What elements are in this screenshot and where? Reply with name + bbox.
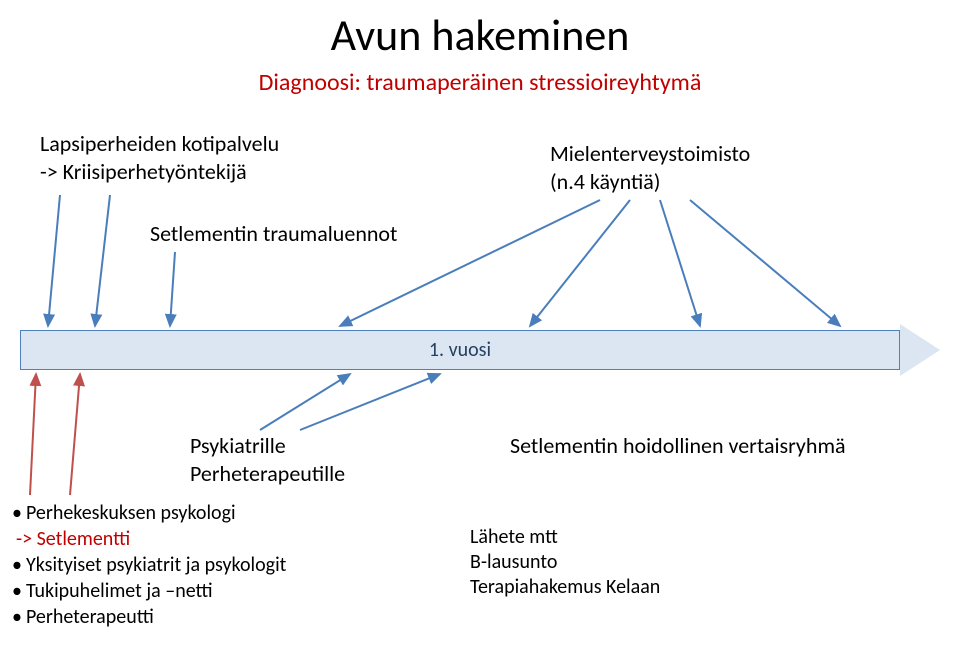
upper-right-line1: Mielenterveystoimisto	[550, 140, 750, 168]
arrow-ur-2	[530, 200, 630, 326]
slide-root: Avun hakeminen Diagnoosi: traumaperäinen…	[0, 0, 960, 654]
upper-center-text: Setlementin traumaluennot	[150, 220, 397, 247]
bullet-2: Yksityiset psykiatrit ja psykologit	[12, 552, 286, 578]
arrow-ul-1	[48, 195, 60, 326]
lr-line2: B-lausunto	[470, 550, 660, 575]
arrow-bl-1	[30, 374, 36, 495]
upper-left-block: Lapsiperheiden kotipalvelu -> Kriisiperh…	[40, 130, 279, 185]
arrow-lc-1	[260, 374, 350, 430]
bullet-1: Perhekeskuksen psykologi	[12, 500, 286, 526]
lower-right-top: Setlementin hoidollinen vertaisryhmä	[510, 432, 846, 460]
upper-center-block: Setlementin traumaluennot	[150, 220, 397, 248]
arrow-ur-4	[690, 200, 840, 326]
arrow-ur-1	[340, 200, 600, 326]
bullet-4: Perheterapeutti	[12, 604, 286, 630]
upper-left-line1: Lapsiperheiden kotipalvelu	[40, 130, 279, 158]
timeline-label: 1. vuosi	[20, 330, 900, 370]
lr-line3: Terapiahakemus Kelaan	[470, 575, 660, 600]
upper-right-line2: (n.4 käyntiä)	[550, 168, 750, 196]
lower-center-block: Psykiatrille Perheterapeutille	[190, 432, 345, 487]
slide-title: Avun hakeminen	[0, 8, 960, 62]
bullets-block: Perhekeskuksen psykologi -> Setlementti …	[12, 500, 286, 630]
upper-right-block: Mielenterveystoimisto (n.4 käyntiä)	[550, 140, 750, 195]
arrow-bl-2	[70, 374, 80, 495]
arrow-uc-1	[170, 252, 175, 326]
arrow-ul-2	[95, 195, 110, 326]
upper-left-line2: -> Kriisiperhetyöntekijä	[40, 158, 279, 186]
timeline: 1. vuosi	[20, 330, 940, 370]
arrow-ur-3	[660, 200, 700, 326]
lr-line1: Lähete mtt	[470, 525, 660, 550]
bullet-1-sub: -> Setlementti	[16, 526, 286, 552]
bullet-3: Tukipuhelimet ja –netti	[12, 578, 286, 604]
slide-subtitle: Diagnoosi: traumaperäinen stressioireyht…	[0, 68, 960, 97]
lower-center-line2: Perheterapeutille	[190, 460, 345, 488]
lower-right-block: Lähete mtt B-lausunto Terapiahakemus Kel…	[470, 525, 660, 600]
arrow-lc-2	[300, 374, 440, 430]
timeline-arrowhead	[900, 324, 940, 376]
lower-center-line1: Psykiatrille	[190, 432, 345, 460]
